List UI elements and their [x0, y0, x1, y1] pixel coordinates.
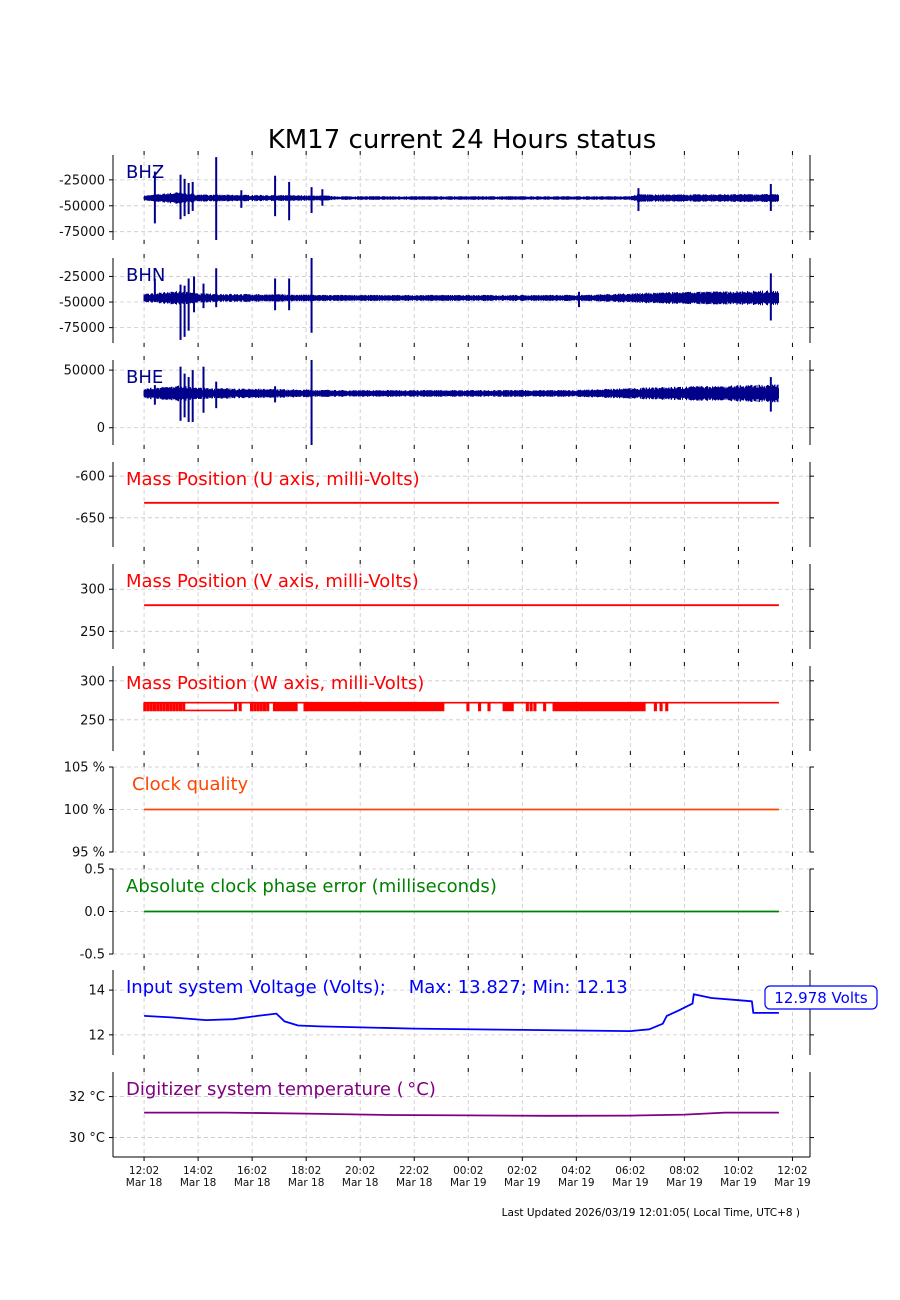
- panel-massv: 300 250 Mass Position (V axis, milli-Volts…: [80, 560, 814, 653]
- bhe-trace: [143, 384, 779, 403]
- y-tick-label: -50000: [59, 199, 105, 214]
- x-tick-time: 18:02: [291, 1165, 321, 1177]
- x-tick-date: Mar 19: [558, 1177, 595, 1189]
- x-tick-time: 14:02: [183, 1165, 213, 1177]
- panel-bhe: 50000 0 BHE: [64, 356, 814, 449]
- x-tick-date: Mar 18: [396, 1177, 433, 1189]
- panel-voltage: 14 12 Input system Voltage (Volts); Max: 1…: [88, 966, 878, 1059]
- y-tick-label: -25000: [59, 173, 105, 188]
- y-tick-label: 30 °C: [69, 1131, 105, 1146]
- massw-line: [143, 701, 779, 712]
- panel-clock: 105 % 100 % 95 % Clock quality: [64, 761, 814, 861]
- y-tick-label: -650: [75, 511, 105, 526]
- x-tick-time: 20:02: [345, 1165, 375, 1177]
- x-tick-time: 02:02: [507, 1165, 537, 1177]
- x-tick-date: Mar 18: [180, 1177, 217, 1189]
- x-tick-time: 00:02: [453, 1165, 483, 1177]
- y-tick-label: 12: [88, 1028, 105, 1043]
- x-tick-date: Mar 18: [342, 1177, 379, 1189]
- y-tick-label: 105 %: [64, 761, 105, 776]
- y-tick-label: -50000: [59, 296, 105, 311]
- figure-title: KM17 current 24 Hours status: [268, 125, 657, 155]
- temp-line: [144, 1111, 779, 1117]
- x-tick-time: 08:02: [669, 1165, 699, 1177]
- y-tick-label: 0.5: [84, 863, 105, 878]
- voltage-annotation-box: [764, 985, 878, 1010]
- voltage-annotation: 12.978 Volts: [774, 989, 868, 1007]
- x-tick-date: Mar 19: [666, 1177, 703, 1189]
- panel-massw: 300 250 Mass Position (W axis, milli-Volts…: [80, 662, 814, 755]
- y-tick-label: 100 %: [64, 803, 105, 818]
- x-tick-time: 06:02: [615, 1165, 645, 1177]
- panel-label: BHN: [126, 265, 165, 286]
- x-tick-date: Mar 19: [450, 1177, 487, 1189]
- x-tick-date: Mar 18: [126, 1177, 163, 1189]
- x-tick-date: Mar 19: [720, 1177, 757, 1189]
- panel-bhn: -25000 -50000 -75000 BHN: [59, 254, 814, 347]
- panel-phase: 0.5 0.0 -0.5 Absolute clock phase error (mi…: [80, 863, 814, 963]
- y-tick-label: -75000: [59, 321, 105, 336]
- x-tick-date: Mar 19: [774, 1177, 811, 1189]
- bhn-trace: [143, 290, 779, 306]
- y-tick-label: 0.0: [84, 905, 105, 920]
- x-tick-time: 16:02: [237, 1165, 267, 1177]
- panel-label: Clock quality: [132, 774, 249, 795]
- y-tick-label: 0: [97, 421, 105, 436]
- panel-temp: 32 °C 30 °C Digitizer system temperature (…: [69, 1068, 814, 1189]
- panel-label: Absolute clock phase error (milliseconds…: [126, 876, 497, 897]
- x-tick-time: 12:02: [129, 1165, 159, 1177]
- y-tick-label: 250: [80, 713, 105, 728]
- y-tick-label: 32 °C: [69, 1090, 105, 1105]
- y-tick-label: -75000: [59, 225, 105, 240]
- panel-label: BHE: [126, 367, 163, 388]
- x-tick-time: 04:02: [561, 1165, 591, 1177]
- panel-label: Input system Voltage (Volts); Max: 13.82…: [126, 977, 628, 998]
- y-tick-label: -25000: [59, 270, 105, 285]
- panel-bhz: -25000 -50000 -75000 BHZ: [59, 151, 814, 244]
- y-tick-label: 300: [80, 674, 105, 689]
- panel-label: Digitizer system temperature ( °C): [126, 1079, 436, 1100]
- panel-massu: -600 -650 Mass Position (U axis, milli-Vol…: [75, 458, 814, 551]
- y-tick-label: 50000: [64, 364, 105, 379]
- panel-label: BHZ: [126, 162, 164, 183]
- x-tick-time: 12:02: [777, 1165, 807, 1177]
- x-tick-date: Mar 19: [612, 1177, 649, 1189]
- x-tick-time: 22:02: [399, 1165, 429, 1177]
- x-tick-date: Mar 19: [504, 1177, 541, 1189]
- panel-label: Mass Position (U axis, milli-Volts): [126, 469, 420, 490]
- x-tick-time: 10:02: [723, 1165, 753, 1177]
- y-tick-label: 250: [80, 625, 105, 640]
- panel-label: Mass Position (V axis, milli-Volts): [126, 571, 419, 592]
- y-tick-label: -600: [75, 470, 105, 485]
- x-tick-date: Mar 18: [288, 1177, 325, 1189]
- panels: -25000 -50000 -75000 BHZ -25000 -50000 -75000 B…: [59, 151, 878, 1189]
- voltage-line: [144, 993, 779, 1032]
- y-tick-label: -0.5: [80, 948, 105, 963]
- x-tick-date: Mar 18: [234, 1177, 271, 1189]
- y-tick-label: 300: [80, 583, 105, 598]
- y-tick-label: 14: [88, 984, 105, 999]
- y-tick-label: 95 %: [72, 846, 105, 861]
- last-updated: Last Updated 2026/03/19 12:01:05( Local …: [502, 1207, 800, 1219]
- panel-label: Mass Position (W axis, milli-Volts): [126, 673, 424, 694]
